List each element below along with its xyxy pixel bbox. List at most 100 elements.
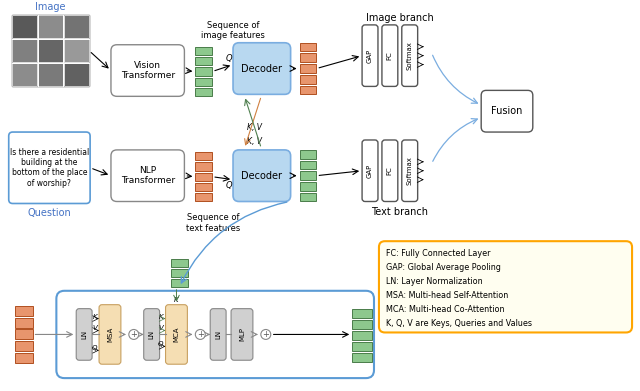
FancyBboxPatch shape (233, 150, 291, 201)
FancyBboxPatch shape (382, 25, 398, 86)
FancyBboxPatch shape (362, 25, 378, 86)
Text: Softmax: Softmax (407, 156, 413, 185)
Text: LN: LN (148, 330, 155, 339)
Text: K, V: K, V (247, 123, 262, 132)
Bar (195, 172, 212, 181)
Text: FC: FC (387, 166, 393, 175)
Text: GAP: GAP (367, 163, 373, 178)
Bar (300, 43, 316, 52)
Text: Question: Question (28, 208, 71, 219)
Bar (64, 16, 88, 38)
Bar (195, 88, 212, 96)
Bar (15, 353, 33, 363)
Bar (195, 193, 212, 201)
FancyBboxPatch shape (233, 43, 291, 94)
Text: Q: Q (158, 341, 164, 347)
Text: MCA: Multi-head Co-Attention: MCA: Multi-head Co-Attention (386, 305, 504, 314)
Bar (15, 317, 33, 328)
Text: Fusion: Fusion (492, 106, 523, 116)
FancyBboxPatch shape (231, 308, 253, 360)
Text: Decoder: Decoder (241, 64, 282, 74)
FancyBboxPatch shape (111, 45, 184, 96)
Bar (300, 75, 316, 84)
Bar (38, 39, 63, 62)
Text: Image: Image (35, 2, 66, 12)
Text: LN: LN (215, 330, 221, 339)
Bar (12, 16, 37, 38)
Bar (300, 161, 316, 169)
Bar (195, 183, 212, 191)
Bar (352, 342, 372, 351)
Bar (300, 171, 316, 180)
Text: Q: Q (226, 181, 232, 190)
Text: FC: FC (387, 51, 393, 60)
Text: LN: Layer Normalization: LN: Layer Normalization (386, 277, 483, 286)
Bar (170, 279, 188, 287)
Text: Q: Q (92, 345, 97, 352)
Circle shape (195, 330, 205, 339)
Text: Softmax: Softmax (407, 41, 413, 70)
Bar (12, 39, 37, 62)
Text: LN: LN (81, 330, 87, 339)
Circle shape (129, 330, 139, 339)
Bar (195, 67, 212, 76)
Text: Is there a residential
building at the
bottom of the place
of worship?: Is there a residential building at the b… (10, 148, 89, 188)
Text: Image branch: Image branch (366, 13, 434, 23)
FancyBboxPatch shape (56, 291, 374, 378)
Bar (352, 308, 372, 318)
Text: Decoder: Decoder (241, 171, 282, 181)
Text: MSA: MSA (107, 327, 113, 342)
FancyBboxPatch shape (379, 241, 632, 332)
Bar (300, 182, 316, 191)
Text: Sequence of
text features: Sequence of text features (186, 213, 240, 233)
FancyBboxPatch shape (144, 308, 159, 360)
Bar (64, 39, 88, 62)
Bar (15, 330, 33, 339)
Text: MCA: MCA (173, 327, 179, 342)
Bar (300, 86, 316, 94)
Bar (195, 78, 212, 86)
Text: V: V (92, 325, 97, 332)
Bar (300, 64, 316, 73)
Text: GAP: Global Average Pooling: GAP: Global Average Pooling (386, 263, 500, 272)
Bar (195, 152, 212, 160)
Text: K: K (174, 297, 179, 303)
Text: +: + (131, 330, 137, 339)
FancyBboxPatch shape (402, 140, 418, 201)
Text: MLP: MLP (239, 327, 245, 341)
Circle shape (261, 330, 271, 339)
Text: +: + (197, 330, 204, 339)
Text: K, V: K, V (247, 138, 262, 147)
Text: NLP
Transformer: NLP Transformer (120, 166, 175, 185)
Text: Text branch: Text branch (371, 208, 428, 217)
FancyBboxPatch shape (9, 132, 90, 203)
Text: Sequence of
image features: Sequence of image features (201, 21, 265, 40)
FancyBboxPatch shape (99, 305, 121, 364)
FancyBboxPatch shape (481, 90, 533, 132)
FancyBboxPatch shape (111, 150, 184, 201)
FancyBboxPatch shape (362, 140, 378, 201)
Bar (38, 63, 63, 86)
FancyBboxPatch shape (76, 308, 92, 360)
Text: GAP: GAP (367, 48, 373, 63)
Bar (195, 57, 212, 65)
Bar (15, 306, 33, 316)
Text: MSA: Multi-head Self-Attention: MSA: Multi-head Self-Attention (386, 291, 508, 300)
Bar (300, 54, 316, 62)
Text: K: K (92, 314, 97, 319)
Text: K, Q, V are Keys, Queries and Values: K, Q, V are Keys, Queries and Values (386, 319, 532, 328)
Bar (352, 320, 372, 329)
Text: FC: Fully Connected Layer: FC: Fully Connected Layer (386, 249, 490, 258)
Bar (15, 341, 33, 352)
Text: +: + (262, 330, 269, 339)
Bar (195, 47, 212, 55)
Bar (195, 162, 212, 170)
FancyBboxPatch shape (166, 305, 188, 364)
Text: K: K (159, 314, 164, 319)
Bar (38, 16, 63, 38)
Bar (170, 259, 188, 267)
Bar (300, 193, 316, 201)
Bar (64, 63, 88, 86)
Bar (352, 331, 372, 340)
Bar (12, 15, 89, 86)
